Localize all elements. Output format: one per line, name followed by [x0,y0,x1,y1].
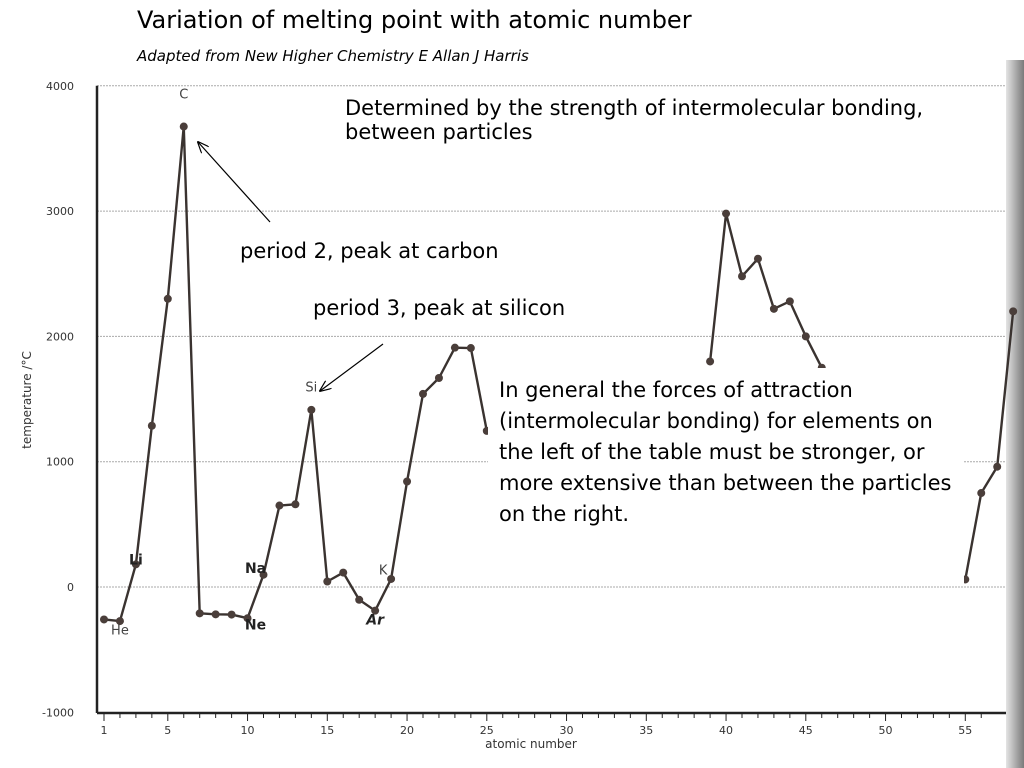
element-label: Ar [365,613,385,629]
data-point [706,357,715,366]
data-point [403,477,412,486]
y-tick-label: 0 [67,581,74,594]
data-point [993,462,1002,471]
point-labels: He Li C Na Ne Si K Ar [111,87,388,638]
element-label: Ne [245,618,266,634]
y-tick-label: 3000 [46,205,74,218]
y-tick-label: 4000 [46,80,74,93]
note-determined-by: Determined by the strength of intermolec… [345,96,924,144]
arrow-to-silicon [320,343,384,391]
series-line-2 [708,212,823,369]
data-markers [100,122,1018,626]
x-tick-label: 35 [639,724,653,737]
x-tick-label: 55 [958,724,972,737]
x-tick-label: 10 [241,724,255,737]
data-point [131,560,140,569]
x-tick-label: 25 [480,724,494,737]
data-point [195,609,204,618]
y-tick-label: -1000 [42,706,74,719]
data-point [147,421,156,430]
data-point [227,610,236,619]
data-point [722,209,731,218]
x-tick-label: 20 [400,724,414,737]
data-point [163,294,172,303]
data-point [179,122,188,131]
x-axis-title: atomic number [485,737,577,751]
data-point [259,570,268,579]
data-point [211,610,220,619]
data-point [371,606,380,615]
data-point [291,500,300,509]
data-point [307,405,316,414]
data-point [785,297,794,306]
data-point [339,568,348,577]
x-tick-label: 5 [164,724,171,737]
element-label: Si [305,381,317,396]
element-label: Na [245,561,266,577]
scan-edge [1006,60,1024,768]
data-point [387,574,396,583]
text-backdrop [488,368,698,584]
data-point [100,615,108,624]
data-point [450,343,459,352]
x-tick-label: 50 [879,724,893,737]
y-axis-title: temperature /°C [20,351,34,449]
element-label: He [111,624,129,639]
data-point [753,254,762,263]
data-point [466,344,475,353]
slide-title: Variation of melting point with atomic n… [137,6,692,34]
data-point [355,595,364,604]
data-point [769,304,778,313]
slide-subtitle: Adapted from New Higher Chemistry E Alla… [137,47,529,65]
data-point [977,489,986,498]
x-tick-label: 40 [719,724,733,737]
data-point [419,389,427,398]
note-general: In general the forces of attraction (int… [499,378,952,526]
y-tick-label: 1000 [46,456,74,469]
series-line-3 [964,311,1015,580]
y-tick-label: 2000 [46,330,74,343]
text-backdrop [698,368,964,584]
note-period3: period 3, peak at silicon [313,296,566,320]
element-label: Li [129,552,143,568]
x-tick-label: 15 [320,724,334,737]
data-point [1009,307,1018,316]
element-label: K [379,563,388,578]
data-point [801,332,810,341]
data-point [323,577,332,586]
x-tick-label: 45 [799,724,813,737]
note-period2: period 2, peak at carbon [240,239,499,263]
element-label: C [179,87,188,102]
data-point [434,373,443,382]
x-tick-label: 30 [560,724,574,737]
data-point [738,272,746,281]
series-line-1 [103,125,488,623]
data-point [115,617,124,626]
data-point [275,501,284,510]
arrow-to-carbon [198,142,271,223]
x-tick-label: 1 [101,724,108,737]
data-point [243,614,252,623]
